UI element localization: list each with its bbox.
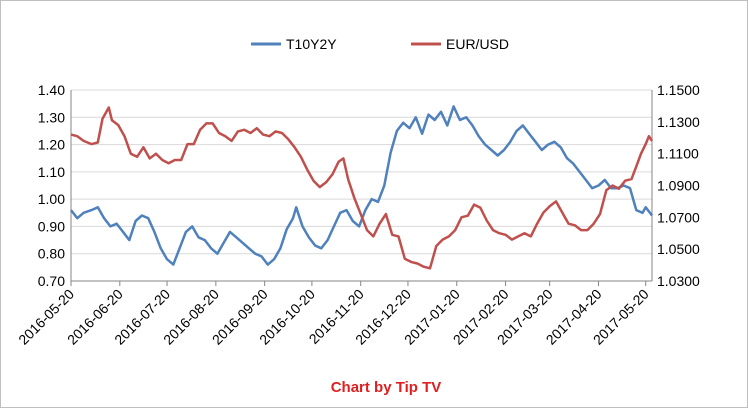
left-tick-label: 1.40 — [38, 82, 65, 98]
chart-credit: Chart by Tip TV — [331, 379, 442, 396]
right-tick-label: 1.0500 — [657, 241, 700, 257]
axes — [70, 90, 653, 282]
right-tick-label: 1.1100 — [657, 146, 699, 162]
legend-label-t10y2y: T10Y2Y — [286, 36, 337, 52]
series-line-t10y2y — [70, 105, 653, 266]
right-tick-label: 1.1500 — [657, 82, 700, 98]
right-tick-label: 1.0300 — [657, 273, 700, 289]
left-tick-label: 1.00 — [38, 191, 65, 207]
left-axis-tick-labels: 0.70 0.80 0.90 1.00 1.10 1.20 1.30 1.40 — [38, 82, 65, 289]
legend: T10Y2Y EUR/USD — [251, 36, 509, 52]
left-tick-label: 1.10 — [38, 164, 65, 180]
x-axis-tick-labels: 2016-05-202016-06-202016-07-202016-08-20… — [15, 281, 652, 348]
right-tick-label: 1.0700 — [657, 209, 700, 225]
series-lines — [70, 105, 654, 270]
left-tick-label: 1.30 — [38, 109, 65, 125]
gridlines — [71, 89, 652, 282]
right-tick-label: 1.1300 — [657, 114, 700, 130]
legend-label-eur-usd: EUR/USD — [446, 36, 509, 52]
series-line-eur-usd — [70, 106, 654, 270]
right-tick-label: 1.0900 — [657, 178, 700, 194]
left-tick-label: 0.80 — [38, 246, 65, 262]
left-tick-label: 1.20 — [38, 137, 65, 153]
left-tick-label: 0.70 — [38, 273, 65, 289]
right-axis-tick-labels: 1.0300 1.0500 1.0700 1.0900 1.1100 1.1300 1.15… — [657, 82, 700, 289]
left-tick-label: 0.90 — [38, 218, 65, 234]
